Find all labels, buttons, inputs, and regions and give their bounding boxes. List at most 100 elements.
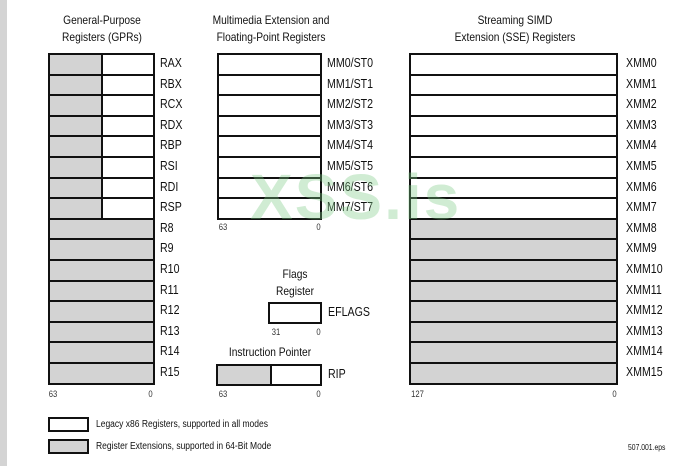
register-row (217, 94, 322, 117)
sse-bit-low: 0 (612, 389, 617, 399)
sse-bit-high: 127 (411, 389, 424, 399)
legend-legacy-text: Legacy x86 Registers, supported in all m… (96, 419, 268, 430)
rip-bit-high: 63 (218, 389, 228, 399)
register-row (409, 300, 618, 323)
register-row (409, 114, 618, 138)
gpr-title: General-Purpose Registers (GPRs) (62, 13, 142, 44)
rip-label: RIP (328, 367, 346, 381)
register-row (217, 73, 322, 97)
register-row (409, 73, 618, 97)
register-label: R12 (160, 303, 180, 318)
register-row (48, 197, 155, 220)
register-label: RBX (160, 76, 182, 91)
register-row (48, 135, 155, 158)
register-label: R15 (160, 365, 180, 379)
register-label: XMM5 (626, 159, 657, 173)
legend-ext-swatch (48, 439, 89, 454)
eflags-register (268, 302, 322, 324)
flags-title: Flags Register (276, 267, 314, 298)
rip-bit-low: 0 (316, 389, 321, 399)
register-row (217, 197, 322, 220)
register-label: XMM15 (626, 365, 663, 379)
mmx-title: Multimedia Extension and Floating-Point R… (212, 13, 330, 44)
watermark: XSS.is (250, 161, 462, 233)
register-row (217, 135, 322, 158)
register-label: XMM2 (626, 97, 657, 112)
register-row (409, 341, 618, 364)
register-row (48, 341, 155, 364)
upper-half (50, 96, 103, 115)
upper-half (50, 55, 103, 74)
register-row (217, 114, 322, 138)
mmx-bit-low: 0 (316, 222, 321, 232)
left-border (0, 0, 7, 466)
register-label: XMM0 (626, 56, 657, 70)
register-label: MM1/ST1 (327, 76, 374, 91)
legend-ext-text: Register Extensions, supported in 64-Bit… (96, 441, 272, 452)
register-label: MM4/ST4 (327, 138, 374, 153)
register-label: XMM11 (626, 282, 662, 297)
register-label: MM0/ST0 (327, 56, 374, 70)
flags-bit-high: 31 (271, 327, 281, 337)
register-row (48, 320, 155, 344)
register-row (409, 320, 618, 344)
register-row (409, 94, 618, 117)
register-label: XMM13 (626, 323, 663, 338)
register-label: RSI (160, 159, 178, 173)
register-label: XMM10 (626, 262, 663, 276)
register-row (409, 279, 618, 303)
register-row (48, 259, 155, 282)
register-row (48, 114, 155, 138)
register-label: R9 (160, 241, 174, 256)
register-row (48, 300, 155, 323)
upper-half (50, 199, 103, 218)
register-row (48, 73, 155, 97)
register-row (48, 279, 155, 303)
upper-half (50, 116, 103, 136)
rip-title: Instruction Pointer (228, 345, 312, 359)
eflags-label: EFLAGS (328, 305, 370, 319)
gpr-bit-low: 0 (148, 389, 153, 399)
register-label: MM6/ST6 (327, 179, 374, 194)
file-name: 507.001.eps (628, 443, 666, 452)
register-row (48, 53, 155, 76)
register-label: R10 (160, 262, 180, 276)
gpr-bit-high: 63 (48, 389, 58, 399)
register-label: MM3/ST3 (327, 117, 374, 132)
register-label: XMM8 (626, 220, 657, 235)
upper-half (50, 178, 103, 198)
register-row (409, 135, 618, 158)
register-label: XMM6 (626, 179, 657, 194)
upper-half (50, 137, 103, 156)
register-row (409, 362, 618, 385)
rip-register (216, 364, 322, 386)
legend-legacy-swatch (48, 417, 89, 432)
register-label: R8 (160, 220, 174, 235)
register-label: XMM9 (626, 241, 657, 256)
register-row (48, 217, 155, 241)
register-label: R14 (160, 344, 180, 359)
register-row (217, 53, 322, 76)
flags-bit-low: 0 (316, 327, 321, 337)
register-label: MM2/ST2 (327, 97, 374, 112)
register-label: XMM12 (626, 303, 663, 318)
register-row (409, 238, 618, 261)
register-row (409, 259, 618, 282)
register-label: MM7/ST7 (327, 200, 374, 215)
upper-half (50, 75, 103, 95)
register-label: RSP (160, 200, 182, 215)
register-label: XMM4 (626, 138, 657, 153)
register-row (48, 362, 155, 385)
register-row (48, 238, 155, 261)
register-label: RCX (160, 97, 183, 112)
upper-half (50, 158, 103, 177)
register-row (48, 156, 155, 179)
register-label: R13 (160, 323, 180, 338)
register-label: RAX (160, 56, 182, 70)
register-label: XMM3 (626, 117, 657, 132)
mmx-bit-high: 63 (218, 222, 228, 232)
sse-title: Streaming SIMD Extension (SSE) Registers (454, 13, 576, 44)
register-label: RDI (160, 179, 179, 194)
register-row (48, 176, 155, 200)
register-row (409, 53, 618, 76)
